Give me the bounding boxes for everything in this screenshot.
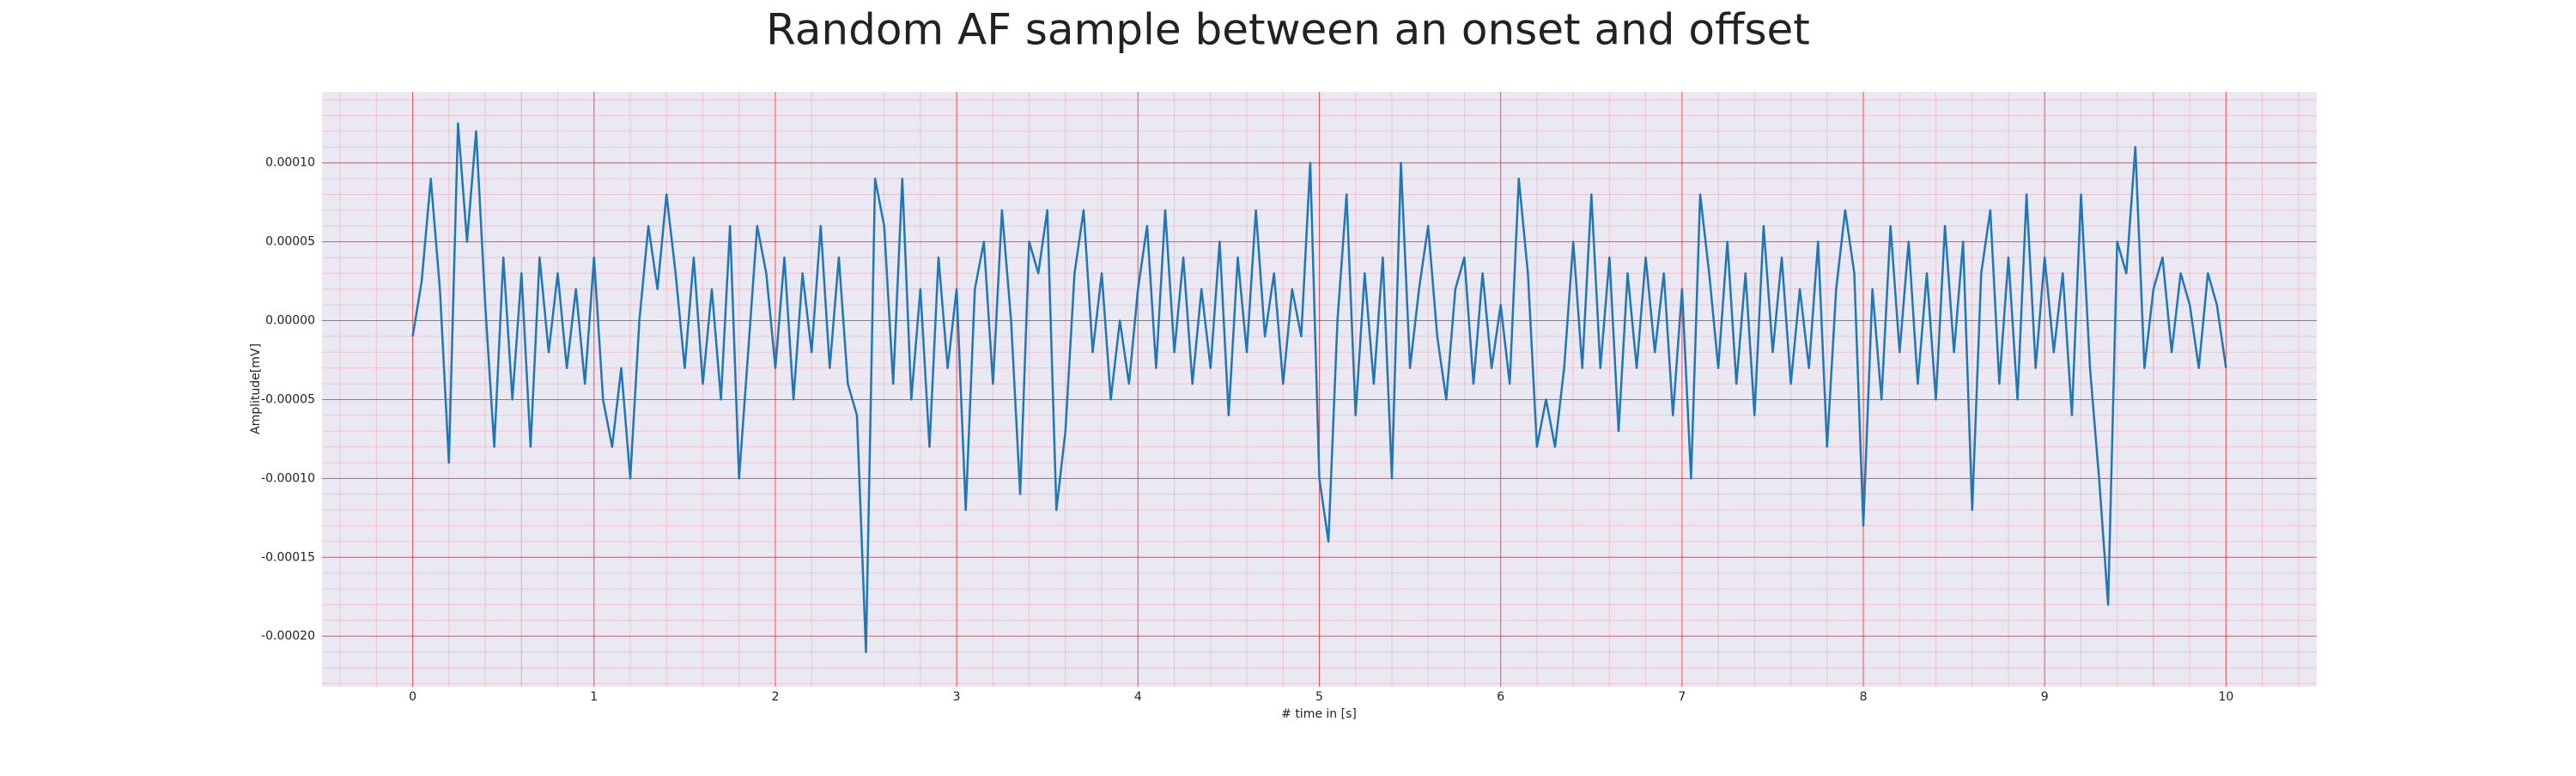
chart-title: Random AF sample between an onset and of…	[766, 5, 1810, 55]
y-tick-label: -0.00005	[261, 392, 315, 406]
x-tick-label: 3	[953, 690, 961, 704]
x-tick-label: 5	[1315, 690, 1323, 704]
x-tick-label: 10	[2218, 690, 2233, 704]
y-tick-label: 0.00000	[265, 314, 315, 328]
x-tick-label: 0	[409, 690, 416, 704]
x-tick-label: 7	[1678, 690, 1686, 704]
x-tick-label: 1	[590, 690, 598, 704]
x-axis-label: # time in [s]	[1281, 707, 1357, 721]
y-tick-label: 0.00005	[265, 235, 315, 249]
x-tick-label: 4	[1134, 690, 1142, 704]
y-tick-label: -0.00010	[261, 471, 315, 485]
y-axis-label: Amplitude[mV]	[249, 343, 263, 434]
x-tick-label: 8	[1860, 690, 1868, 704]
signal-line	[411, 122, 2227, 653]
x-tick-label: 2	[771, 690, 779, 704]
x-tick-label: 6	[1497, 690, 1504, 704]
y-tick-label: -0.00020	[261, 629, 315, 643]
y-tick-label: 0.00010	[265, 156, 315, 170]
y-tick-label: -0.00015	[261, 550, 315, 564]
x-tick-label: 9	[2041, 690, 2049, 704]
